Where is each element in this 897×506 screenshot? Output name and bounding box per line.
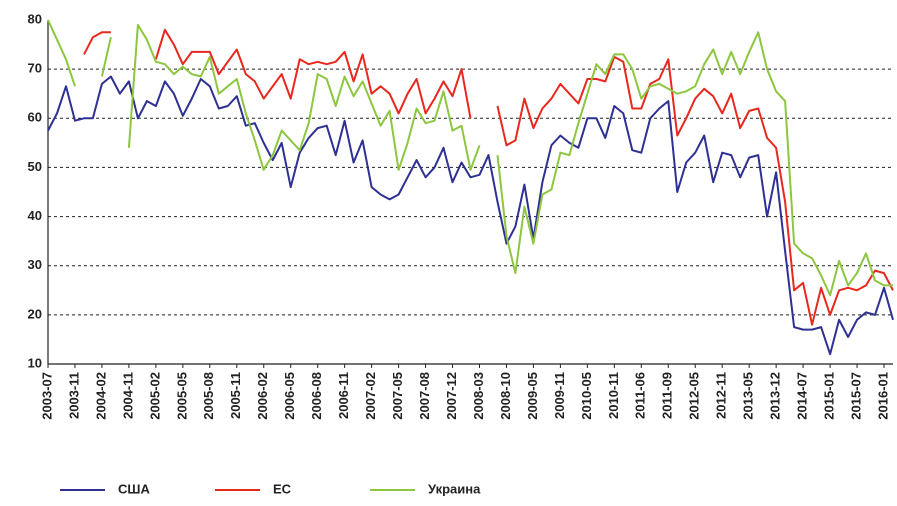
series-line (47, 19, 893, 297)
legend-label: США (118, 481, 150, 496)
x-tick-label: 2007-08 (417, 372, 432, 420)
x-tick-label: 2008-10 (498, 372, 513, 420)
x-tick-label: 2011-06 (633, 372, 648, 419)
x-tick-label: 2012-11 (714, 372, 729, 419)
x-tick-label: 2008-03 (471, 372, 486, 420)
x-tick-label: 2013-12 (768, 372, 783, 420)
y-tick-label: 30 (28, 257, 42, 272)
y-tick-label: 70 (28, 61, 42, 76)
y-tick-label: 80 (28, 11, 42, 26)
x-tick-label: 2004-02 (93, 372, 108, 420)
x-tick-label: 2015-07 (848, 372, 863, 420)
series-line (47, 75, 894, 356)
x-tick-label: 2010-05 (579, 372, 594, 420)
legend-label: Украина (428, 481, 481, 496)
x-tick-label: 2006-05 (282, 372, 297, 420)
legend-label: ЕС (273, 481, 292, 496)
y-tick-label: 20 (28, 306, 42, 321)
x-tick-label: 2012-05 (687, 372, 702, 420)
x-tick-label: 2014-07 (795, 372, 810, 420)
x-tick-label: 2007-12 (444, 372, 459, 420)
x-tick-label: 2003-07 (39, 372, 54, 420)
x-tick-label: 2005-02 (147, 372, 162, 420)
y-tick-label: 40 (28, 208, 42, 223)
x-tick-label: 2005-08 (201, 372, 216, 420)
x-tick-label: 2006-11 (336, 372, 351, 419)
series-line (83, 28, 894, 326)
x-tick-label: 2011-09 (660, 372, 675, 419)
x-tick-label: 2005-05 (174, 372, 189, 420)
x-tick-label: 2013-05 (741, 372, 756, 420)
y-tick-label: 60 (28, 110, 42, 125)
x-tick-label: 2016-01 (875, 372, 890, 420)
x-tick-label: 2005-11 (228, 372, 243, 419)
x-tick-label: 2015-01 (822, 372, 837, 420)
x-tick-label: 2009-11 (552, 372, 567, 419)
x-tick-label: 2003-11 (66, 372, 81, 419)
y-tick-label: 10 (28, 355, 42, 370)
x-tick-label: 2004-11 (120, 372, 135, 419)
x-tick-label: 2007-02 (363, 372, 378, 420)
x-tick-label: 2007-05 (390, 372, 405, 420)
y-tick-label: 50 (28, 159, 42, 174)
x-tick-label: 2010-11 (606, 372, 621, 419)
x-tick-label: 2009-05 (525, 372, 540, 420)
x-tick-label: 2006-08 (309, 372, 324, 420)
x-tick-label: 2006-02 (255, 372, 270, 420)
